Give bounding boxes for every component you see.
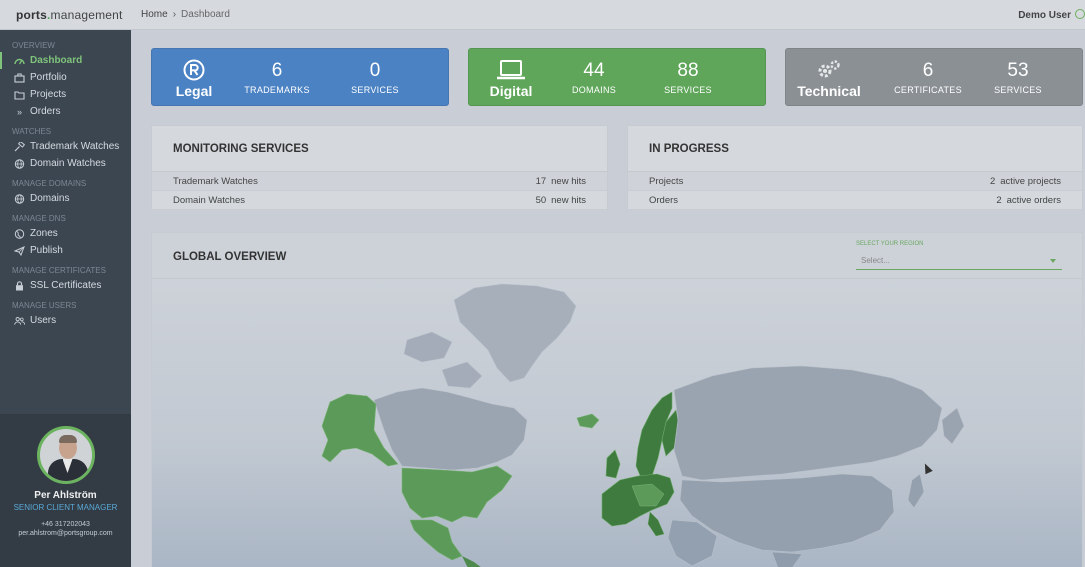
folder-icon xyxy=(14,89,25,100)
map-region-asia xyxy=(679,473,895,553)
manager-phone[interactable]: +46 317202043 xyxy=(41,521,90,528)
region-select[interactable]: Select... xyxy=(856,251,1062,270)
double-chevron-icon: » xyxy=(16,106,22,117)
globe-icon xyxy=(14,158,25,169)
sidebar-item-label: Domains xyxy=(30,193,70,204)
avatar xyxy=(36,426,95,484)
sidebar-item-label: Projects xyxy=(30,89,67,100)
map-region-mexico xyxy=(409,519,463,561)
sidebar-section-title: WATCHES xyxy=(12,127,52,136)
monitoring-services-panel: MONITORING SERVICES Trademark Watches 17… xyxy=(151,125,608,210)
map-region-greenland xyxy=(453,283,577,383)
dashboard-icon xyxy=(14,55,25,66)
world-map[interactable] xyxy=(152,280,1082,567)
panel-title: GLOBAL OVERVIEW xyxy=(152,233,1082,279)
map-region-alaska xyxy=(321,393,399,467)
sidebar-section-title: MANAGE USERS xyxy=(12,301,77,310)
manager-email[interactable]: per.ahlstrom@portsgroup.com xyxy=(18,530,113,537)
list-item[interactable]: Projects 2 active projects xyxy=(628,172,1082,191)
breadcrumb-current: Dashboard xyxy=(181,9,230,20)
sidebar-section-title: MANAGE DNS xyxy=(12,214,66,223)
stat-services: 0 SERVICES xyxy=(351,60,399,95)
sidebar-item-ssl-certificates[interactable]: SSL Certificates xyxy=(0,277,131,294)
tile-technical[interactable]: Technical 6 CERTIFICATES 53 SERVICES xyxy=(785,48,1083,106)
map-region-usa xyxy=(401,465,513,523)
breadcrumb: Home › Dashboard xyxy=(141,9,230,20)
sidebar-item-portfolio[interactable]: Portfolio xyxy=(0,69,131,86)
sidebar-item-domain-watches[interactable]: Domain Watches xyxy=(0,155,131,172)
panel-title: MONITORING SERVICES xyxy=(152,126,607,172)
map-region-uk xyxy=(605,449,621,479)
tile-digital[interactable]: Digital 44 DOMAINS 88 SERVICES xyxy=(468,48,766,106)
sidebar-item-trademark-watches[interactable]: Trademark Watches xyxy=(0,138,131,155)
sidebar-item-label: Zones xyxy=(30,228,58,239)
breadcrumb-separator: › xyxy=(172,9,177,20)
sidebar-section-title: OVERVIEW xyxy=(12,41,55,50)
tile-label: Digital xyxy=(489,83,533,99)
breadcrumb-home[interactable]: Home xyxy=(141,9,168,20)
map-region-iceland xyxy=(576,413,600,429)
list-item[interactable]: Domain Watches 50 new hits xyxy=(152,191,607,210)
sidebar-item-projects[interactable]: Projects xyxy=(0,86,131,103)
tile-label: Legal xyxy=(175,83,213,99)
app-logo[interactable]: ports.management xyxy=(16,8,123,22)
sidebar-item-dashboard[interactable]: Dashboard xyxy=(0,52,131,69)
sidebar-item-label: Orders xyxy=(30,106,61,117)
sidebar-item-zones[interactable]: Zones xyxy=(0,225,131,242)
globe-half-icon xyxy=(14,228,25,239)
laptop-icon xyxy=(481,59,541,81)
tile-legal[interactable]: Legal 6 TRADEMARKS 0 SERVICES xyxy=(151,48,449,106)
users-icon xyxy=(14,315,25,326)
panel-title: IN PROGRESS xyxy=(628,126,1082,172)
sidebar: OVERVIEW Dashboard Portfolio Projects » O… xyxy=(0,30,131,567)
paper-plane-icon xyxy=(14,245,25,256)
chevron-down-icon xyxy=(1050,259,1056,263)
sidebar-section-title: MANAGE CERTIFICATES xyxy=(12,266,106,275)
sidebar-item-label: SSL Certificates xyxy=(30,280,102,291)
sidebar-item-label: Trademark Watches xyxy=(30,141,120,152)
sidebar-item-label: Publish xyxy=(30,245,63,256)
sidebar-item-orders[interactable]: » Orders xyxy=(0,103,131,120)
gears-icon xyxy=(796,59,862,81)
power-icon[interactable] xyxy=(1075,9,1085,19)
sidebar-item-publish[interactable]: Publish xyxy=(0,242,131,259)
stat-services: 53 SERVICES xyxy=(994,60,1042,95)
stat-domains: 44 DOMAINS xyxy=(571,60,617,95)
map-region-arctic-canada xyxy=(403,331,453,363)
sidebar-section-title: MANAGE DOMAINS xyxy=(12,179,87,188)
map-region-canada xyxy=(373,387,528,471)
stat-services: 88 SERVICES xyxy=(664,60,712,95)
sidebar-item-domains[interactable]: Domains xyxy=(0,190,131,207)
tile-label: Technical xyxy=(797,83,861,99)
list-item[interactable]: Trademark Watches 17 new hits xyxy=(152,172,607,191)
globe-icon xyxy=(14,193,25,204)
sidebar-item-label: Portfolio xyxy=(30,72,67,83)
gavel-icon xyxy=(14,141,25,152)
manager-name: Per Ahlström xyxy=(34,490,97,501)
briefcase-icon xyxy=(14,72,25,83)
manager-title: SENIOR CLIENT MANAGER xyxy=(13,503,118,512)
lock-icon xyxy=(14,280,25,291)
region-label: SELECT YOUR REGION xyxy=(856,241,924,247)
global-overview-panel: GLOBAL OVERVIEW SELECT YOUR REGION Selec… xyxy=(151,232,1083,567)
stat-trademarks: 6 TRADEMARKS xyxy=(244,60,310,95)
list-item[interactable]: Orders 2 active orders xyxy=(628,191,1082,210)
sidebar-item-label: Dashboard xyxy=(30,55,83,66)
registered-icon xyxy=(164,59,224,81)
in-progress-panel: IN PROGRESS Projects 2 active projects Or… xyxy=(627,125,1083,210)
sidebar-item-label: Users xyxy=(30,315,57,326)
account-manager-card: Per Ahlström SENIOR CLIENT MANAGER +46 3… xyxy=(0,414,131,567)
top-bar: ports.management Home › Dashboard Demo Use… xyxy=(0,0,1085,30)
sidebar-item-label: Domain Watches xyxy=(30,158,106,169)
stat-certificates: 6 CERTIFICATES xyxy=(894,60,962,95)
user-menu[interactable]: Demo User xyxy=(1018,10,1071,21)
map-region-russia xyxy=(673,365,943,481)
sidebar-item-users[interactable]: Users xyxy=(0,312,131,329)
